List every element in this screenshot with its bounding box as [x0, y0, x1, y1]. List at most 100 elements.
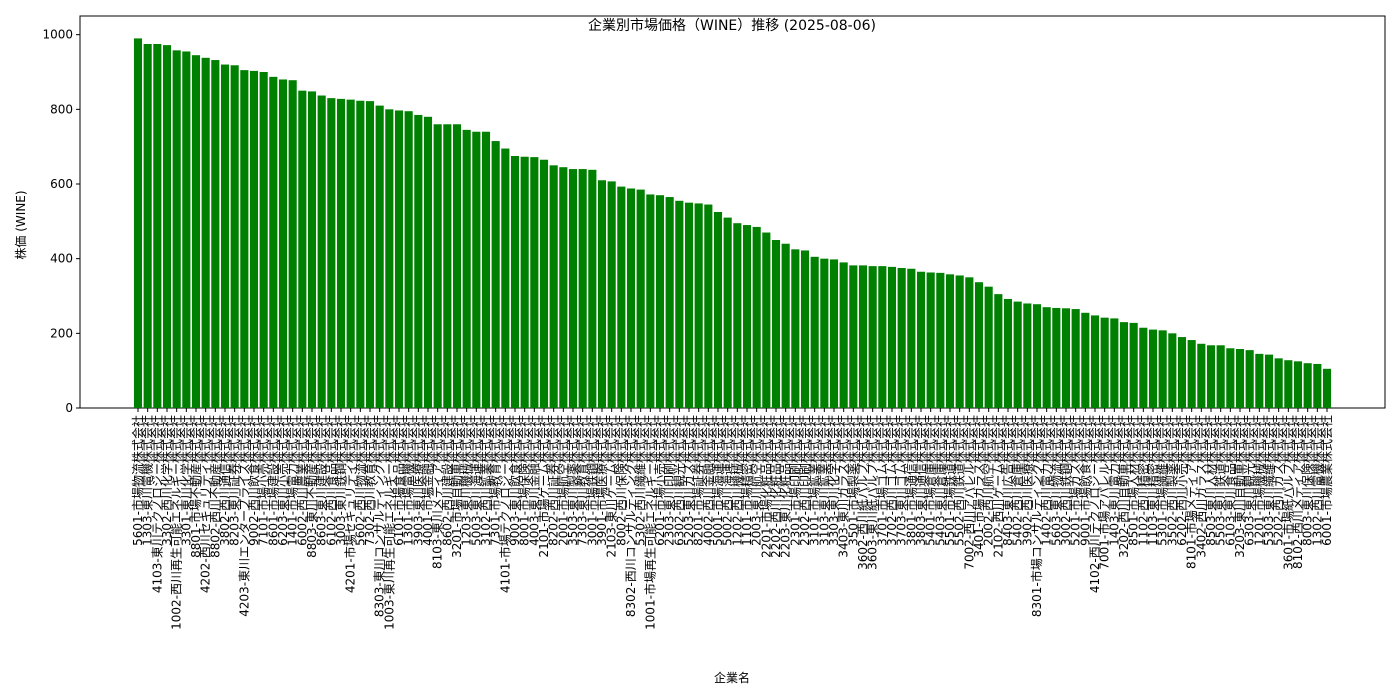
bar [346, 99, 355, 409]
x-tick-label: 1302-西川電機株式会社 [1309, 415, 1324, 546]
bar [1293, 361, 1303, 408]
y-tick-label: 1000 [42, 28, 73, 42]
x-tick-label: 7301-市場教育株式会社 [488, 415, 503, 546]
bar [597, 180, 607, 408]
x-tick-label: 6201-市場小売株式会社 [652, 415, 667, 546]
bar [762, 232, 771, 408]
x-tick-label: 1003-東川再生可能エネルギー株式会社 [381, 415, 396, 630]
bar [501, 148, 510, 409]
x-tick-label: 6203-東川小売株式会社 [275, 415, 290, 546]
bar [1081, 312, 1090, 408]
x-tick-label: 7303-東川教育株式会社 [575, 415, 590, 546]
x-tick-label: 5202-西川ガス株式会社 [1271, 415, 1286, 546]
x-tick-label: 6001-市場農業株式会社 [1319, 415, 1334, 546]
bar [288, 80, 297, 409]
x-tick-label: 5302-西川繊維株式会社 [633, 415, 648, 546]
x-tick-label: 3501-市場製薬株式会社 [845, 415, 860, 546]
x-tick-label: 3302-西川化学株式会社 [159, 415, 174, 546]
bar [1313, 363, 1322, 408]
x-tick-label: 1201-市場機械株式会社 [1251, 415, 1266, 546]
x-tick-label: 5602-西川物流株式会社 [352, 415, 367, 546]
x-tick-label: 5601-市場物流株式会社 [130, 415, 145, 546]
bar [742, 225, 752, 408]
x-tick-label: 3202-西川自動車株式会社 [1116, 415, 1131, 558]
bar [723, 217, 732, 408]
x-tick-label: 3201-市場自動車株式会社 [449, 415, 464, 558]
x-tick-label: 8102-西川メディア株式会社 [1290, 415, 1305, 569]
bar [433, 124, 442, 409]
bar [1177, 337, 1187, 408]
bar [897, 268, 906, 408]
bar [1061, 308, 1071, 408]
y-tick-label: 0 [65, 401, 73, 415]
bar [423, 116, 433, 409]
x-tick-label: 1002-西川再生可能エネルギー株式会社 [169, 415, 184, 630]
x-tick-label: 5502-西川鉄道株式会社 [952, 415, 967, 546]
bar [810, 256, 819, 408]
bar [1264, 354, 1274, 408]
bar [298, 90, 307, 409]
x-tick-label: 6202-西川小売株式会社 [1174, 415, 1189, 546]
x-tick-label: 3101-市場鉱業株式会社 [807, 415, 822, 546]
x-tick-label: 3903-東川医療株式会社 [410, 415, 425, 546]
x-tick-label: 4201-市場セキュリティ株式会社 [343, 415, 358, 593]
x-tick-label: 1103-東川精密株式会社 [1145, 415, 1160, 546]
chart-title: 企業別市場価格（WINE）推移 (2025-08-06) [588, 17, 876, 34]
x-tick-label: 9003-東川飲食株式会社 [507, 415, 522, 546]
x-tick-label: 4001-市場金融株式会社 [420, 415, 435, 546]
bar [259, 72, 268, 408]
x-tick-label: 5403-東川倉庫株式会社 [932, 415, 947, 546]
x-axis-label: 企業名 [714, 670, 750, 685]
bar [220, 64, 230, 409]
x-tick-label: 4202-西川セキュリティ株式会社 [198, 415, 213, 593]
x-tick-label: 5401-市場倉庫株式会社 [923, 415, 938, 546]
bar [771, 240, 781, 408]
x-tick-label: 8603-東川建設株式会社 [314, 415, 329, 546]
bar [317, 95, 326, 409]
x-tick-label: 6102-西川食品株式会社 [323, 415, 338, 546]
bar [1158, 330, 1167, 408]
bar [1129, 322, 1138, 408]
bar [191, 55, 201, 408]
bar [984, 286, 993, 408]
bar [655, 195, 665, 408]
bar [452, 124, 462, 409]
bar [539, 159, 549, 408]
x-tick-label: 7101-市場小売株式会社 [256, 415, 271, 546]
x-tick-label: 1203-東川機械株式会社 [459, 415, 474, 546]
bar [1119, 322, 1129, 408]
bar [1023, 303, 1032, 408]
x-tick-label: 3403-東川ガラス株式会社 [836, 415, 851, 558]
bar [965, 277, 974, 408]
x-tick-label: 2301-市場印刷株式会社 [787, 415, 802, 546]
x-tick-label: 3803-東川通信株式会社 [913, 415, 928, 546]
x-tick-label: 2102-西川ゲーム株式会社 [990, 415, 1005, 558]
bar [1148, 329, 1158, 408]
bar [887, 266, 897, 408]
bar [694, 203, 703, 408]
x-tick-label: 1101-市場精密株式会社 [739, 415, 754, 546]
x-tick-label: 7302-西川教育株式会社 [362, 415, 377, 546]
bar [1187, 340, 1196, 408]
bar [443, 124, 452, 409]
x-tick-label: 8802-西川不動産株式会社 [207, 415, 222, 558]
x-tick-label: 6302-西川観光株式会社 [671, 415, 686, 546]
bar [1013, 301, 1022, 408]
x-tick-label: 4003-東川金融株式会社 [526, 415, 541, 546]
bar [752, 226, 761, 408]
x-tick-label: 2203-東川化粧品株式会社 [778, 415, 793, 558]
x-tick-label: 8001-市場保険株式会社 [517, 415, 532, 546]
x-tick-label: 8103-東川メディア株式会社 [430, 415, 445, 569]
x-tick-label: 4002-西川金融株式会社 [700, 415, 715, 546]
bar [945, 274, 955, 408]
x-tick-label: 3401-市場ガラス株式会社 [971, 415, 986, 558]
x-tick-label: 8201-市場証券株式会社 [691, 415, 706, 546]
x-tick-label: 8002-西川保険株式会社 [613, 415, 628, 546]
x-tick-label: 3703-東川ゴム株式会社 [894, 415, 909, 546]
bar [1245, 350, 1254, 408]
x-tick-label: 3503-東川製薬株式会社 [565, 415, 580, 546]
x-tick-label: 5301-市場繊維株式会社 [1155, 415, 1170, 546]
x-tick-label: 6101-市場食品株式会社 [391, 415, 406, 546]
x-tick-label: 5002-西川海運株式会社 [720, 415, 735, 546]
x-tick-label: 3001-市場鉄鋼株式会社 [584, 415, 599, 546]
